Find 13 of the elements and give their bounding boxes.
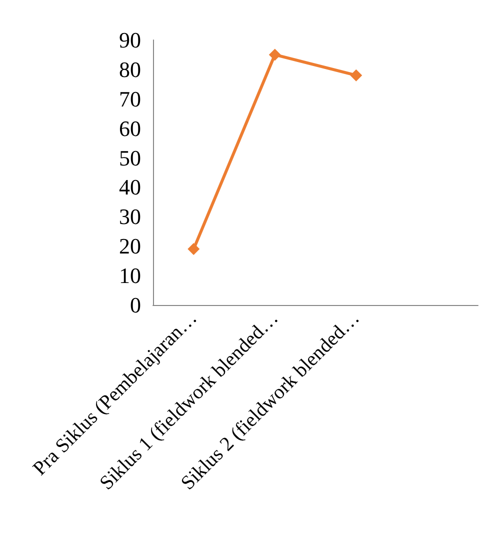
point [188, 243, 200, 256]
point [350, 69, 362, 82]
y-tick-label: 30 [119, 204, 141, 230]
point [268, 48, 281, 61]
y-tick-label: 40 [119, 174, 141, 200]
y-tick-label: 90 [119, 28, 141, 52]
y-tick-label: 60 [119, 116, 141, 141]
y-tick-label: 80 [119, 56, 141, 82]
y-tick-label: 0 [130, 292, 141, 318]
y-tick-label: 10 [119, 263, 141, 288]
y-tick-label: 50 [119, 145, 141, 170]
y-tick-label: 70 [119, 86, 141, 112]
y-tick-label: 20 [119, 234, 141, 259]
